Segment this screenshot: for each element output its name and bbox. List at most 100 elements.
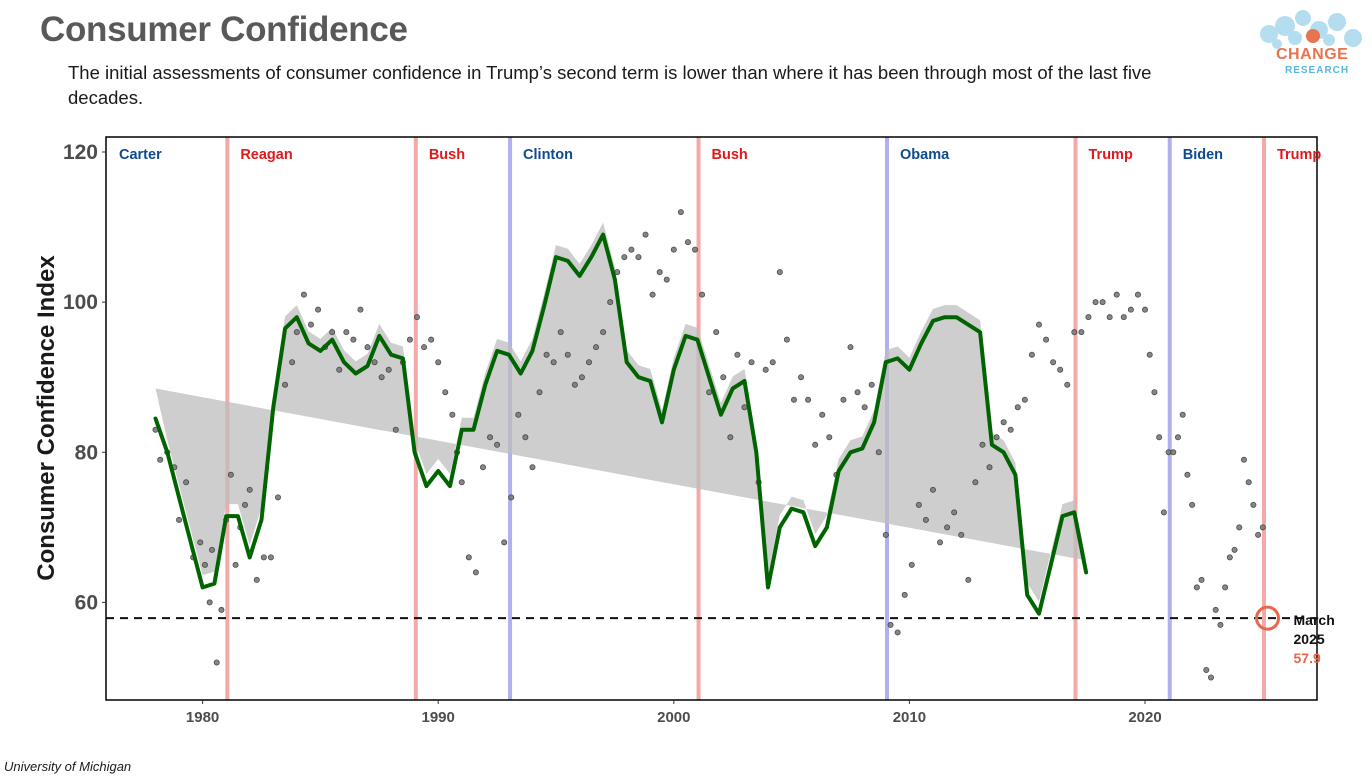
data-point [1043, 336, 1050, 343]
administration-label: Carter [119, 147, 162, 163]
data-point [819, 411, 826, 418]
data-point [449, 411, 456, 418]
data-point [979, 441, 986, 448]
data-point [1092, 299, 1099, 306]
data-point [692, 246, 699, 253]
trend-line-group [153, 232, 1089, 616]
data-point [472, 569, 479, 576]
data-point [951, 509, 958, 516]
data-point [607, 299, 614, 306]
data-point [564, 351, 571, 358]
data-point [1179, 411, 1186, 418]
data-point [442, 389, 449, 396]
data-point [805, 396, 812, 403]
data-point [699, 291, 706, 298]
data-point [378, 374, 385, 381]
annotation-value: 57.9 [1294, 650, 1321, 666]
data-point [854, 389, 861, 396]
data-point [1226, 554, 1233, 561]
data-point [642, 231, 649, 238]
change-research-logo-icon [1260, 10, 1362, 49]
data-point [720, 374, 727, 381]
data-point [494, 441, 501, 448]
data-point [706, 389, 713, 396]
data-point [479, 464, 486, 471]
data-point [487, 434, 494, 441]
data-point [677, 209, 684, 216]
data-point [1193, 584, 1200, 591]
data-point [371, 359, 378, 366]
data-point [336, 366, 343, 373]
y-tick-label: 60 [75, 591, 98, 614]
data-point [578, 374, 585, 381]
data-point [670, 246, 677, 253]
data-point [741, 404, 748, 411]
data-point [293, 329, 300, 336]
data-point [1028, 351, 1035, 358]
data-point [861, 404, 868, 411]
data-point [600, 329, 607, 336]
data-point [1250, 501, 1257, 508]
data-point [783, 336, 790, 343]
page-title: Consumer Confidence [40, 10, 408, 49]
data-point [1050, 359, 1057, 366]
data-point [762, 366, 769, 373]
y-tick-label: 80 [75, 441, 98, 464]
y-tick-label: 120 [63, 141, 98, 164]
data-point [1071, 329, 1078, 336]
administration-label: Trump [1089, 147, 1133, 163]
data-point [529, 464, 536, 471]
data-point [1127, 306, 1134, 313]
data-point [413, 314, 420, 321]
data-point [1113, 291, 1120, 298]
data-point [748, 359, 755, 366]
data-point [734, 351, 741, 358]
data-point [684, 239, 691, 246]
x-tick-label: 2000 [657, 709, 690, 726]
administration-label: Trump [1277, 147, 1321, 163]
data-point [1106, 314, 1113, 321]
y-axis: 60 80 100 120 [63, 141, 106, 614]
data-point [364, 344, 371, 351]
data-point [887, 621, 894, 628]
administration-label: Bush [429, 147, 465, 163]
confidence-band-area [155, 222, 1087, 602]
data-point [267, 554, 274, 561]
data-point [1217, 621, 1224, 628]
x-tick-label: 1990 [422, 709, 455, 726]
data-point [501, 539, 508, 546]
data-point [1151, 389, 1158, 396]
data-point [1222, 584, 1229, 591]
data-point [550, 359, 557, 366]
data-point [1245, 479, 1252, 486]
data-point [246, 486, 253, 493]
x-axis: 1980 1990 2000 2010 2020 [186, 700, 1162, 726]
data-point [965, 576, 972, 583]
data-point [1035, 321, 1042, 328]
data-point [357, 306, 364, 313]
data-point [1078, 329, 1085, 336]
data-point [508, 494, 515, 501]
latest-value-annotation: March 2025 57.9 [1255, 605, 1335, 666]
data-point [1207, 674, 1214, 681]
administration-label: Reagan [240, 147, 292, 163]
data-point [1021, 396, 1028, 403]
data-point [227, 471, 234, 478]
data-point [713, 329, 720, 336]
data-point [882, 531, 889, 538]
data-point [1189, 501, 1196, 508]
data-point [1170, 449, 1177, 456]
data-point [435, 359, 442, 366]
data-point [289, 359, 296, 366]
data-point [428, 336, 435, 343]
data-point [1085, 314, 1092, 321]
data-point [776, 269, 783, 276]
data-point [812, 441, 819, 448]
data-point [875, 449, 882, 456]
data-point [557, 329, 564, 336]
administration-labels: Carter Reagan Bush Clinton Bush Obama Trump Bid… [119, 147, 1321, 163]
data-point [213, 659, 220, 666]
data-point [1146, 351, 1153, 358]
data-point [840, 396, 847, 403]
data-point [1212, 606, 1219, 613]
